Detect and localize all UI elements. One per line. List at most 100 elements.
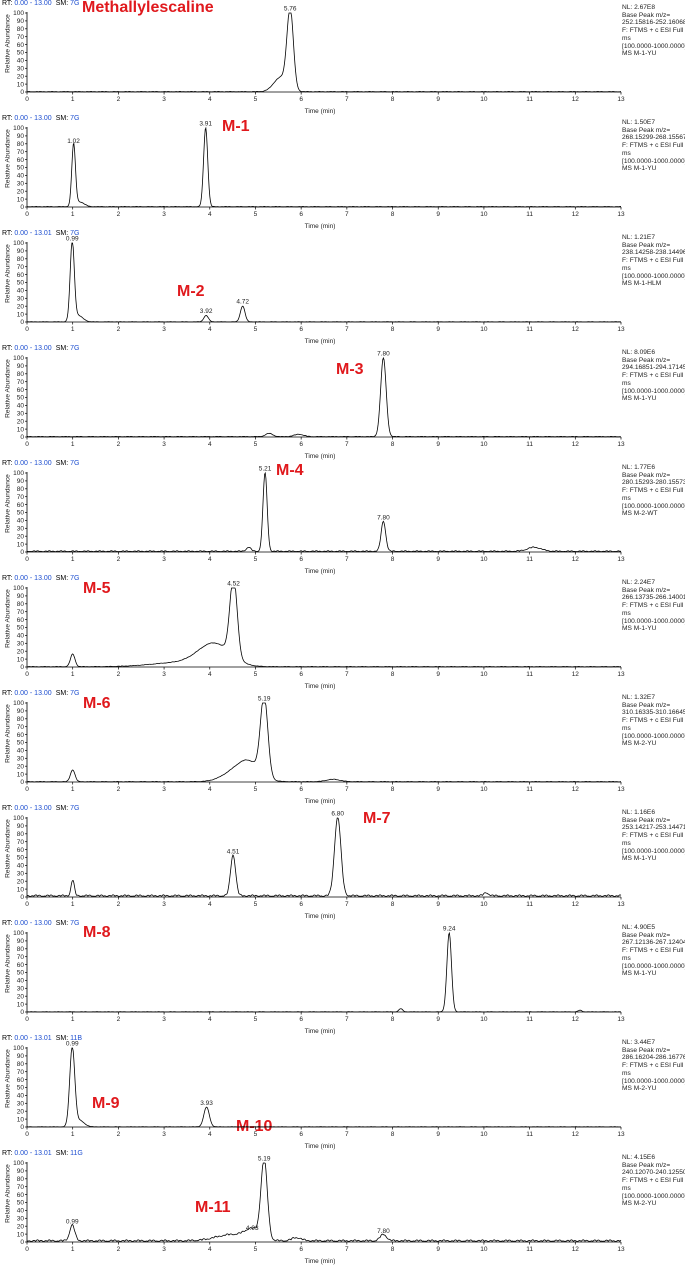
y-tick-label: 30	[17, 296, 25, 303]
y-tick-label: 10	[17, 1231, 25, 1238]
x-tick-label: 2	[117, 1131, 121, 1138]
y-tick-label: 0	[20, 1009, 24, 1016]
chromatogram-panel: RT: 0.00 - 13.00 SM: 7G NL: 4.90E5 Base Pea…	[0, 920, 685, 1035]
trace-metadata: NL: 1.50E7 Base Peak m/z= 268.15299-268.15…	[622, 119, 685, 173]
x-tick-label: 3	[162, 556, 166, 563]
sm-value: 7G	[70, 0, 80, 7]
x-tick-label: 9	[436, 671, 440, 678]
y-tick-label: 10	[17, 656, 25, 663]
rt-label: RT:	[2, 690, 15, 697]
x-tick-label: 10	[480, 96, 488, 103]
x-axis-label: Time (min)	[304, 1143, 336, 1150]
scan-filter: ms	[622, 494, 631, 502]
scan-filter: F: FTMS + c ESI Full	[622, 27, 684, 35]
scan-filter: F: FTMS + c ESI Full	[622, 947, 684, 955]
trace-metadata: NL: 1.21E7 Base Peak m/z= 238.14258-238.14…	[622, 234, 685, 288]
y-tick-label: 30	[17, 181, 25, 188]
x-tick-label: 4	[208, 1131, 212, 1138]
rt-range: 0.00 - 13.00	[14, 805, 52, 812]
y-tick-label: 0	[20, 549, 24, 556]
chromatogram-trace	[26, 242, 622, 323]
x-tick-label: 8	[391, 786, 395, 793]
sm-label: SM:	[55, 1035, 71, 1042]
x-tick-label: 5	[254, 671, 258, 678]
y-tick-label: 50	[17, 970, 25, 977]
base-peak-label: Base Peak m/z=	[622, 816, 671, 824]
x-tick-label: 4	[208, 901, 212, 908]
x-tick-label: 2	[117, 1016, 121, 1023]
x-tick-label: 7	[345, 441, 349, 448]
y-tick-label: 10	[17, 1116, 25, 1123]
rt-label: RT:	[2, 805, 15, 812]
y-tick-label: 100	[13, 470, 24, 477]
compound-label: M-7	[363, 810, 391, 827]
x-tick-label: 0	[25, 211, 29, 218]
y-tick-label: 20	[17, 73, 25, 80]
y-tick-label: 80	[17, 1061, 25, 1068]
x-tick-label: 8	[391, 1246, 395, 1253]
peak-label: 9.24	[443, 926, 456, 933]
mass-range: [100.0000-1000.0000]	[622, 847, 685, 855]
peak-label: 0.99	[66, 1219, 79, 1226]
file-name: MS M-1-YU	[622, 970, 657, 978]
x-tick-label: 12	[572, 441, 580, 448]
x-tick-label: 9	[436, 1131, 440, 1138]
y-tick-label: 10	[17, 771, 25, 778]
y-tick-label: 80	[17, 716, 25, 723]
y-tick-label: 50	[17, 1200, 25, 1207]
scan-filter: ms	[622, 149, 631, 157]
scan-filter: F: FTMS + c ESI Full	[622, 1177, 684, 1185]
x-tick-label: 12	[572, 96, 580, 103]
y-tick-label: 20	[17, 648, 25, 655]
scan-filter: ms	[622, 264, 631, 272]
rt-label: RT:	[2, 345, 15, 352]
chromatogram-trace	[26, 817, 622, 897]
nl-value: NL: 3.44E7	[622, 1039, 655, 1046]
chromatogram-trace	[26, 1047, 622, 1128]
x-tick-label: 7	[345, 1131, 349, 1138]
x-tick-label: 11	[526, 1246, 533, 1253]
peak-label: 5.76	[284, 6, 297, 13]
x-axis-label: Time (min)	[304, 1028, 336, 1035]
y-tick-label: 10	[17, 196, 25, 203]
x-tick-label: 4	[208, 96, 212, 103]
y-tick-label: 0	[20, 1124, 24, 1131]
base-peak-label: Base Peak m/z=	[622, 11, 671, 19]
peak-label: 4.72	[236, 299, 249, 306]
nl-value: NL: 4.15E6	[622, 1154, 655, 1161]
y-tick-label: 60	[17, 617, 25, 624]
x-tick-label: 12	[572, 211, 580, 218]
x-tick-label: 7	[345, 1016, 349, 1023]
scan-filter: F: FTMS + c ESI Full	[622, 257, 684, 265]
x-tick-label: 12	[572, 1131, 580, 1138]
x-tick-label: 1	[71, 1246, 75, 1253]
sm-label: SM:	[55, 920, 71, 927]
x-tick-label: 11	[526, 211, 533, 218]
x-tick-label: 11	[526, 556, 533, 563]
y-tick-label: 100	[13, 355, 24, 362]
base-peak-label: Base Peak m/z=	[622, 931, 671, 939]
x-tick-label: 10	[480, 1131, 488, 1138]
nl-value: NL: 2.24E7	[622, 579, 655, 586]
sm-label: SM:	[55, 460, 71, 467]
x-tick-label: 6	[299, 901, 303, 908]
chromatogram-trace	[26, 12, 622, 93]
x-tick-label: 3	[162, 326, 166, 333]
chromatogram-panel: RT: 0.00 - 13.00 SM: 7G NL: 1.16E6 Base Pea…	[0, 805, 685, 920]
base-peak-label: Base Peak m/z=	[622, 471, 671, 479]
x-tick-label: 10	[480, 211, 488, 218]
y-tick-label: 80	[17, 946, 25, 953]
chromatogram-trace	[26, 471, 622, 553]
rt-sm-header: RT: 0.00 - 13.00 SM: 7G	[2, 460, 79, 467]
x-tick-label: 1	[71, 671, 75, 678]
rt-range: 0.00 - 13.00	[14, 460, 52, 467]
x-tick-label: 12	[572, 786, 580, 793]
nl-value: NL: 1.21E7	[622, 234, 655, 241]
mz-range: 286.16204-286.16776	[622, 1054, 685, 1062]
x-tick-label: 7	[345, 1246, 349, 1253]
scan-filter: F: FTMS + c ESI Full	[622, 717, 684, 725]
x-tick-label: 7	[345, 556, 349, 563]
scan-filter: ms	[622, 379, 631, 387]
